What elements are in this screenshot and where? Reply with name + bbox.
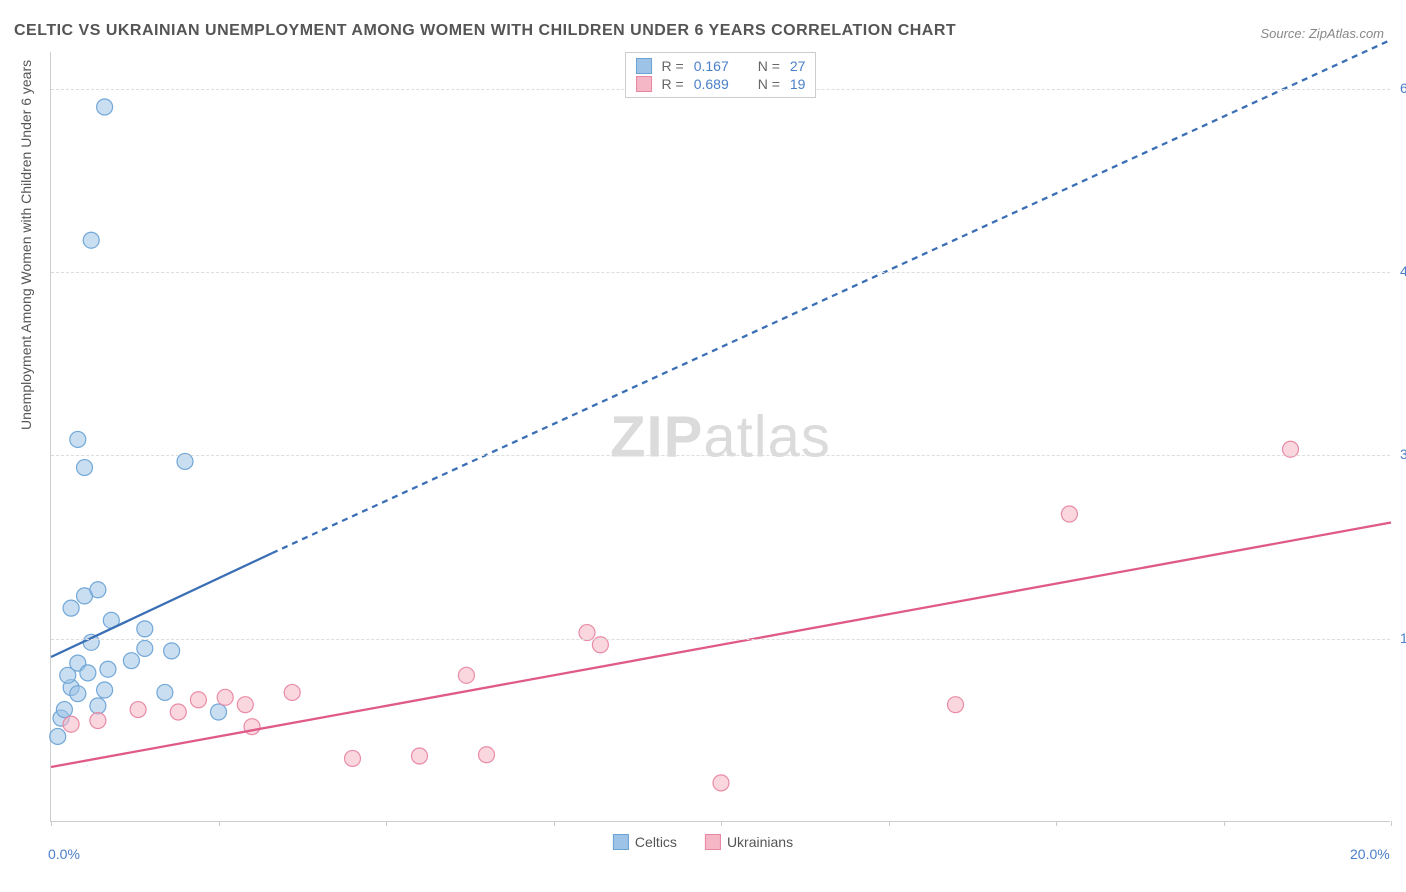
r-value-celtics: 0.167 <box>694 58 742 74</box>
data-point <box>137 640 153 656</box>
r-label: R = <box>662 58 684 74</box>
data-point <box>63 600 79 616</box>
data-point <box>50 728 66 744</box>
correlation-legend: R = 0.167 N = 27 R = 0.689 N = 19 <box>625 52 817 98</box>
y-axis-label: Unemployment Among Women with Children U… <box>18 60 34 430</box>
x-tick <box>889 821 890 826</box>
data-point <box>237 697 253 713</box>
data-point <box>211 704 227 720</box>
data-point <box>164 643 180 659</box>
trend-line <box>272 40 1391 553</box>
data-point <box>90 698 106 714</box>
data-point <box>948 697 964 713</box>
data-point <box>130 702 146 718</box>
data-point <box>1061 506 1077 522</box>
gridline <box>51 639 1390 640</box>
legend-row-celtics: R = 0.167 N = 27 <box>636 57 806 75</box>
data-point <box>90 713 106 729</box>
x-tick <box>1224 821 1225 826</box>
x-tick-label: 0.0% <box>48 846 80 862</box>
n-value-celtics: 27 <box>790 58 806 74</box>
x-tick <box>554 821 555 826</box>
swatch-celtics <box>636 58 652 74</box>
n-value-ukrainians: 19 <box>790 76 806 92</box>
gridline <box>51 455 1390 456</box>
data-point <box>56 702 72 718</box>
data-point <box>83 232 99 248</box>
legend-item-celtics: Celtics <box>613 834 677 850</box>
data-point <box>345 750 361 766</box>
data-point <box>157 684 173 700</box>
legend-row-ukrainians: R = 0.689 N = 19 <box>636 75 806 93</box>
swatch-ukrainians-bottom <box>705 834 721 850</box>
data-point <box>97 99 113 115</box>
data-point <box>77 460 93 476</box>
data-point <box>284 684 300 700</box>
data-point <box>458 667 474 683</box>
data-point <box>70 686 86 702</box>
r-value-ukrainians: 0.689 <box>694 76 742 92</box>
r-label: R = <box>662 76 684 92</box>
x-tick-label: 20.0% <box>1350 846 1390 862</box>
x-tick <box>219 821 220 826</box>
data-point <box>190 692 206 708</box>
legend-label-celtics: Celtics <box>635 834 677 850</box>
y-tick-label: 45.0% <box>1394 263 1406 279</box>
data-point <box>90 582 106 598</box>
x-tick <box>1391 821 1392 826</box>
data-point <box>97 682 113 698</box>
n-label: N = <box>758 58 780 74</box>
data-point <box>63 716 79 732</box>
scatter-svg <box>51 52 1390 821</box>
x-tick <box>386 821 387 826</box>
x-tick <box>721 821 722 826</box>
data-point <box>217 689 233 705</box>
data-point <box>713 775 729 791</box>
data-point <box>123 653 139 669</box>
chart-title: CELTIC VS UKRAINIAN UNEMPLOYMENT AMONG W… <box>14 22 956 40</box>
y-tick-label: 60.0% <box>1394 80 1406 96</box>
y-tick-label: 15.0% <box>1394 630 1406 646</box>
series-legend: Celtics Ukrainians <box>613 834 793 850</box>
x-tick <box>1056 821 1057 826</box>
data-point <box>170 704 186 720</box>
data-point <box>80 665 96 681</box>
data-point <box>412 748 428 764</box>
data-point <box>70 431 86 447</box>
swatch-celtics-bottom <box>613 834 629 850</box>
legend-label-ukrainians: Ukrainians <box>727 834 793 850</box>
data-point <box>100 661 116 677</box>
gridline <box>51 272 1390 273</box>
data-point <box>479 747 495 763</box>
n-label: N = <box>758 76 780 92</box>
data-point <box>137 621 153 637</box>
source-attribution: Source: ZipAtlas.com <box>1260 26 1384 41</box>
x-tick <box>51 821 52 826</box>
plot-area: ZIPatlas R = 0.167 N = 27 R = 0.689 N = … <box>50 52 1390 822</box>
legend-item-ukrainians: Ukrainians <box>705 834 793 850</box>
trend-line <box>51 523 1391 767</box>
y-tick-label: 30.0% <box>1394 446 1406 462</box>
trend-line <box>51 553 272 657</box>
swatch-ukrainians <box>636 76 652 92</box>
chart-container: CELTIC VS UKRAINIAN UNEMPLOYMENT AMONG W… <box>0 0 1406 892</box>
